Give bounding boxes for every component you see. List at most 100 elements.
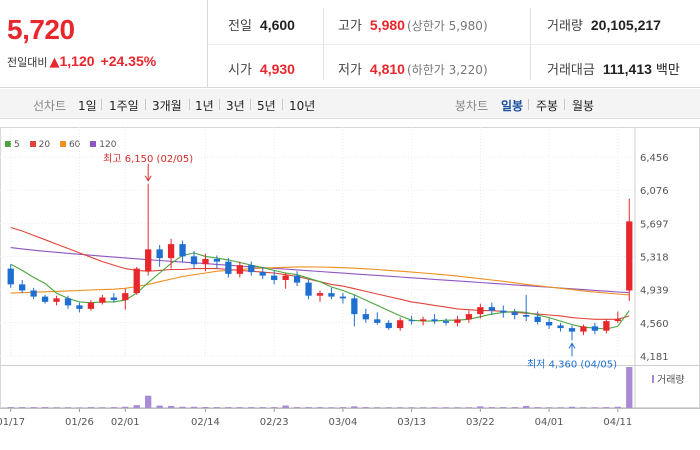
date-tick-label: 02/14 xyxy=(191,417,220,428)
divider xyxy=(189,99,190,110)
turnover-label: 거래대금 xyxy=(547,63,595,78)
candle-body xyxy=(431,319,438,322)
candle-body xyxy=(488,307,495,311)
open-value: 4,930 xyxy=(259,61,295,77)
legend-ma60-label: 60 xyxy=(68,140,81,150)
volume-bar xyxy=(167,405,175,408)
price-tick-label: 6,456 xyxy=(640,153,669,164)
candle-body xyxy=(626,221,633,291)
candle-body xyxy=(591,326,599,331)
volume-bar xyxy=(408,407,415,408)
high-stat: 고가 5,980 (상한가 5,980) xyxy=(338,15,488,34)
ma20-line xyxy=(10,226,630,320)
volume-bar xyxy=(213,407,221,408)
volume-bar xyxy=(534,407,541,408)
candle-body xyxy=(236,265,243,274)
candle-body xyxy=(248,265,255,273)
divider xyxy=(250,99,251,110)
legend-ma5-label: 5 xyxy=(14,140,20,150)
volume-bar xyxy=(477,406,484,408)
divider xyxy=(528,99,529,110)
volume-bar xyxy=(545,407,553,408)
period-3y-button[interactable]: 3년 xyxy=(226,99,245,113)
low-stat: 저가 4,810 (하한가 3,220) xyxy=(338,59,488,78)
volume-bar xyxy=(41,407,49,408)
candle-body xyxy=(305,282,312,296)
candle-body xyxy=(30,290,37,297)
volume-bar xyxy=(523,405,530,408)
candle-body xyxy=(271,275,278,280)
period-10y-button[interactable]: 10년 xyxy=(289,99,316,113)
volume-bar xyxy=(7,407,14,408)
candle-body xyxy=(557,325,564,329)
candle-body xyxy=(339,296,347,299)
volume-bar xyxy=(259,407,266,408)
monthly-candle-button[interactable]: 월봉 xyxy=(572,99,595,113)
candle-body xyxy=(282,275,289,280)
candle-body xyxy=(385,322,392,329)
candle-body xyxy=(374,319,381,323)
divider xyxy=(101,99,102,110)
price-tick-label: 5,697 xyxy=(640,219,669,230)
volume-bar xyxy=(488,407,495,408)
volume-bar xyxy=(511,407,518,408)
weekly-candle-button[interactable]: 주봉 xyxy=(536,99,559,113)
volume-bar xyxy=(568,406,576,408)
candle-body xyxy=(534,316,541,322)
volume-bar xyxy=(53,407,60,408)
volume-bar xyxy=(385,407,392,408)
candle-body xyxy=(351,298,358,315)
open-label: 시가 xyxy=(228,63,252,78)
date-tick-label: 03/13 xyxy=(397,417,426,428)
chart-toolbar: 선차트 1일 1주일 3개월 1년 3년 5년 10년 봉차트 일봉 주봉 월봉 xyxy=(0,89,700,119)
candle-body xyxy=(190,256,198,265)
candle-body xyxy=(614,319,621,322)
volume-bar xyxy=(225,407,232,408)
price-tick-label: 4,560 xyxy=(640,319,669,330)
candle-body xyxy=(99,297,106,303)
period-3m-button[interactable]: 3개월 xyxy=(152,99,182,113)
candle-body xyxy=(213,258,221,262)
daily-candle-button[interactable]: 일봉 xyxy=(501,99,524,113)
period-1d-button[interactable]: 1일 xyxy=(78,99,97,113)
candle-body xyxy=(225,261,232,274)
candle-body xyxy=(362,314,369,320)
moving-averages xyxy=(10,226,630,330)
date-tick-label: 02/01 xyxy=(111,417,140,428)
volume-bar xyxy=(156,405,163,408)
low-label: 저가 xyxy=(338,63,362,78)
lower-limit: (하한가 3,220) xyxy=(406,63,488,77)
volume-bar xyxy=(145,395,152,408)
prev-close-stat: 전일 4,600 xyxy=(228,15,295,34)
candle-body xyxy=(122,293,129,301)
candle-body xyxy=(500,310,507,313)
prev-close-value: 4,600 xyxy=(259,17,295,33)
candle-body xyxy=(568,328,576,332)
annotations: 최고 6,150 (02/05) 최저 4,360 (04/05) xyxy=(103,153,617,371)
candle-body xyxy=(511,312,518,315)
line-chart-label: 선차트 xyxy=(33,99,67,113)
date-tick-label: 01/26 xyxy=(65,417,94,428)
period-1y-button[interactable]: 1년 xyxy=(195,99,214,113)
price-header: 5,720 전일대비 ▲1,120 +24.35% 전일 4,600 고가 5,980(… xyxy=(0,0,700,88)
volume-bar xyxy=(190,406,198,408)
volume-bar xyxy=(282,405,289,408)
current-price: 5,720 xyxy=(7,14,75,45)
legend-ma120-label: 120 xyxy=(99,140,117,150)
volume-bar xyxy=(557,407,564,408)
up-triangle-icon: ▲ xyxy=(49,55,60,70)
date-tick-label: 02/23 xyxy=(260,417,289,428)
candle-body xyxy=(397,320,404,329)
volume-bar xyxy=(465,407,473,408)
candle-body xyxy=(328,293,335,297)
prev-close-label: 전일 xyxy=(228,19,252,34)
volume-label: 거래량 xyxy=(657,374,685,386)
legend-ma60: 60 xyxy=(59,140,81,150)
period-5y-button[interactable]: 5년 xyxy=(257,99,276,113)
period-1w-button[interactable]: 1주일 xyxy=(109,99,139,113)
divider xyxy=(145,99,146,110)
candles xyxy=(7,183,633,341)
low-value: 4,810 xyxy=(369,61,405,77)
change-label: 전일대비 xyxy=(7,56,48,69)
